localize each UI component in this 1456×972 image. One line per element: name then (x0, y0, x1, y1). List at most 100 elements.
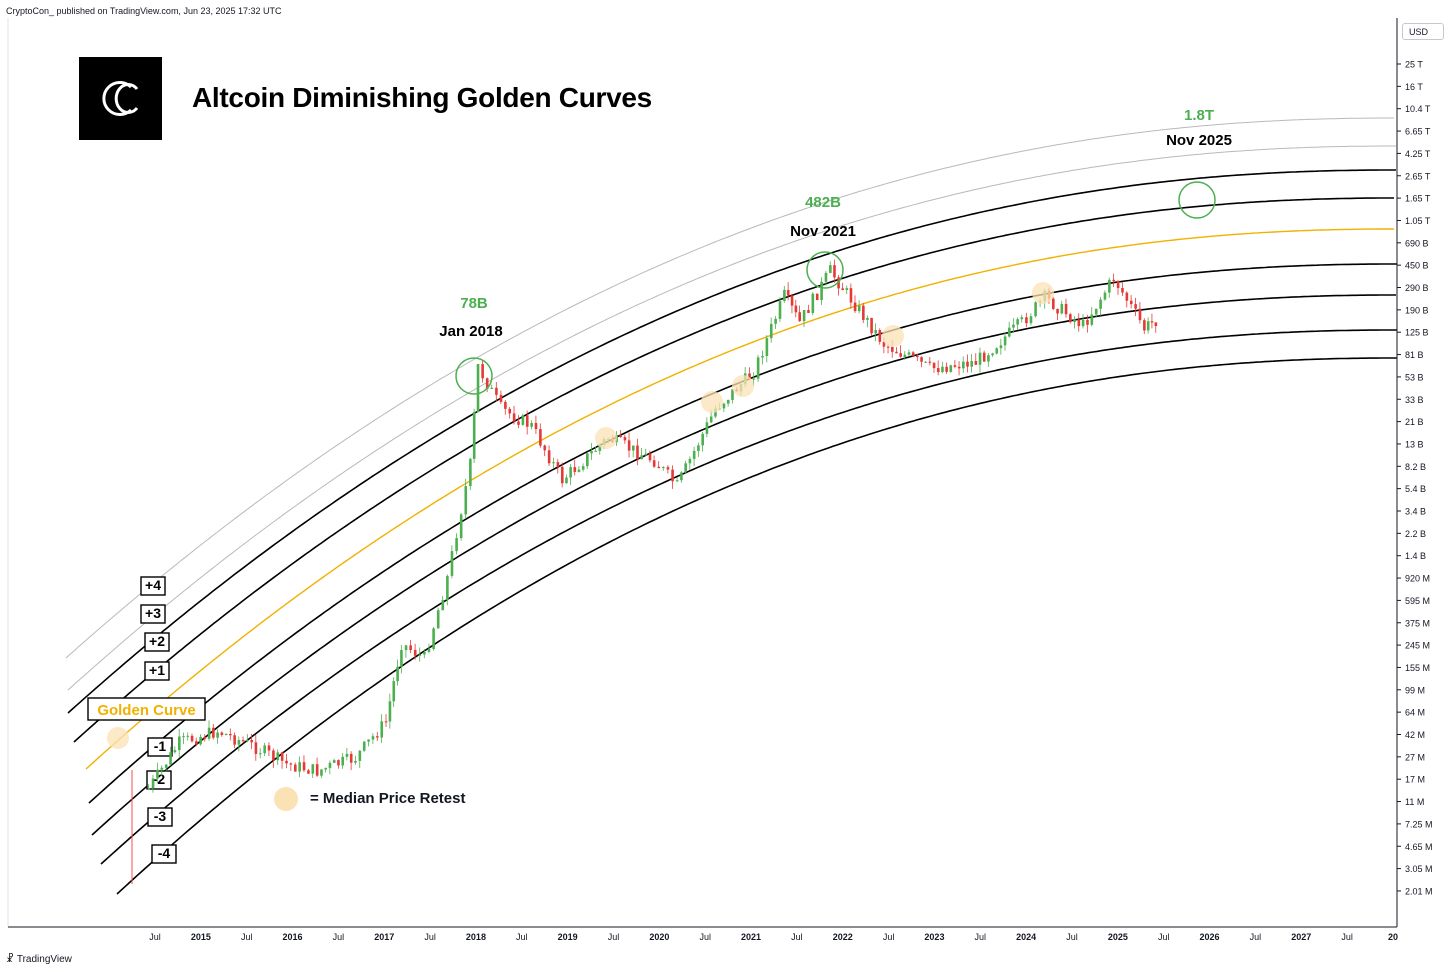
band-label-box (144, 632, 170, 652)
candle-body (178, 736, 181, 751)
band-curve-0 (65, 117, 1394, 659)
candle-body (769, 323, 773, 339)
candle-body (899, 353, 902, 357)
candle-body (169, 752, 172, 765)
x-tick-label: 2015 (191, 932, 211, 942)
candle-body (941, 366, 944, 373)
y-tick-label: 64 M (1405, 708, 1425, 718)
y-tick-label: 21 B (1405, 417, 1424, 427)
candle-body (798, 312, 802, 322)
candle-body (623, 437, 627, 441)
candle-body (302, 762, 306, 771)
x-tick-label: 2021 (741, 932, 761, 942)
median-retest-marker (1032, 282, 1054, 304)
candle-body (285, 760, 288, 764)
candle-body (692, 450, 696, 459)
candle-body (1143, 320, 1146, 331)
x-tick-label: Jul (333, 932, 345, 942)
candle-body (254, 742, 258, 754)
candle-body (349, 753, 353, 763)
peak-date-label: Nov 2025 (1166, 132, 1232, 149)
y-tick-label: 8.2 B (1405, 462, 1426, 472)
band-curve-4 (85, 228, 1394, 770)
candle-body (853, 302, 857, 312)
candle-body (1138, 308, 1142, 321)
candle-body (636, 445, 639, 460)
candle-body (490, 387, 494, 389)
candlestick-series (131, 259, 1158, 884)
band-label-box (147, 807, 173, 827)
candle-body (895, 351, 898, 354)
band-label-box (87, 697, 206, 721)
candle-body (530, 423, 533, 427)
candle-body (427, 648, 431, 653)
candle-body (1094, 308, 1098, 315)
candle-body (1099, 299, 1102, 309)
candle-body (328, 762, 332, 768)
candle-body (556, 462, 560, 467)
candle-body (508, 408, 512, 414)
candle-body (829, 265, 832, 273)
candle-body (151, 778, 155, 789)
candle-body (409, 645, 412, 650)
candle-body (1003, 336, 1007, 346)
candle-body (701, 433, 704, 446)
candle-body (1020, 317, 1024, 320)
y-tick-label: 690 B (1405, 238, 1429, 248)
candle-body (820, 281, 823, 300)
candle-body (459, 514, 463, 539)
candle-body (280, 752, 284, 761)
candle-body (212, 727, 215, 738)
candle-body (534, 423, 538, 430)
y-tick-label: 245 M (1405, 641, 1430, 651)
candle-body (298, 762, 301, 772)
candle-body (517, 421, 520, 425)
candle-body (680, 472, 683, 481)
y-tick-label: 13 B (1405, 439, 1424, 449)
median-retest-marker (732, 375, 754, 397)
y-tick-label: 42 M (1405, 730, 1425, 740)
y-tick-label: 81 B (1405, 350, 1424, 360)
peak-value-label: 78B (460, 295, 488, 312)
candle-body (924, 361, 928, 363)
candle-body (928, 361, 932, 363)
candle-body (957, 366, 961, 369)
peak-circle (455, 357, 493, 395)
peak-value-label: 1.8T (1184, 107, 1214, 124)
candle-body (311, 764, 315, 774)
candle-body (945, 366, 948, 372)
candle-body (207, 727, 211, 739)
x-tick-label: Jul (1066, 932, 1078, 942)
candle-body (220, 732, 224, 735)
y-tick-label: 25 T (1405, 60, 1423, 70)
candle-body (920, 357, 923, 362)
y-tick-label: 190 B (1405, 305, 1429, 315)
currency-button[interactable]: USD (1402, 23, 1444, 40)
candle-body (396, 666, 399, 682)
y-tick-label: 3.05 M (1405, 864, 1433, 874)
candle-body (849, 288, 853, 303)
candle-body (966, 361, 969, 367)
candle-body (539, 429, 542, 446)
candle-body (778, 300, 782, 319)
median-retest-marker (882, 325, 904, 347)
candle-body (1073, 319, 1076, 323)
candle-body (878, 330, 882, 342)
candle-body (276, 752, 280, 761)
candle-body (267, 745, 271, 751)
candle-body (573, 467, 577, 472)
candle-body (320, 769, 323, 776)
x-tick-label: 2022 (833, 932, 853, 942)
candle-body (432, 628, 435, 649)
candle-body (504, 401, 507, 409)
candle-body (307, 770, 310, 774)
y-tick-label: 16 T (1405, 82, 1423, 92)
candle-body (1060, 303, 1064, 314)
y-tick-label: 2.65 T (1405, 171, 1431, 181)
median-retest-marker (595, 427, 617, 449)
candle-body (199, 736, 202, 745)
y-tick-label: 7.25 M (1405, 819, 1433, 829)
candle-body (495, 387, 498, 395)
y-tick-label: 11 M (1405, 797, 1424, 807)
candle-body (1134, 304, 1137, 309)
